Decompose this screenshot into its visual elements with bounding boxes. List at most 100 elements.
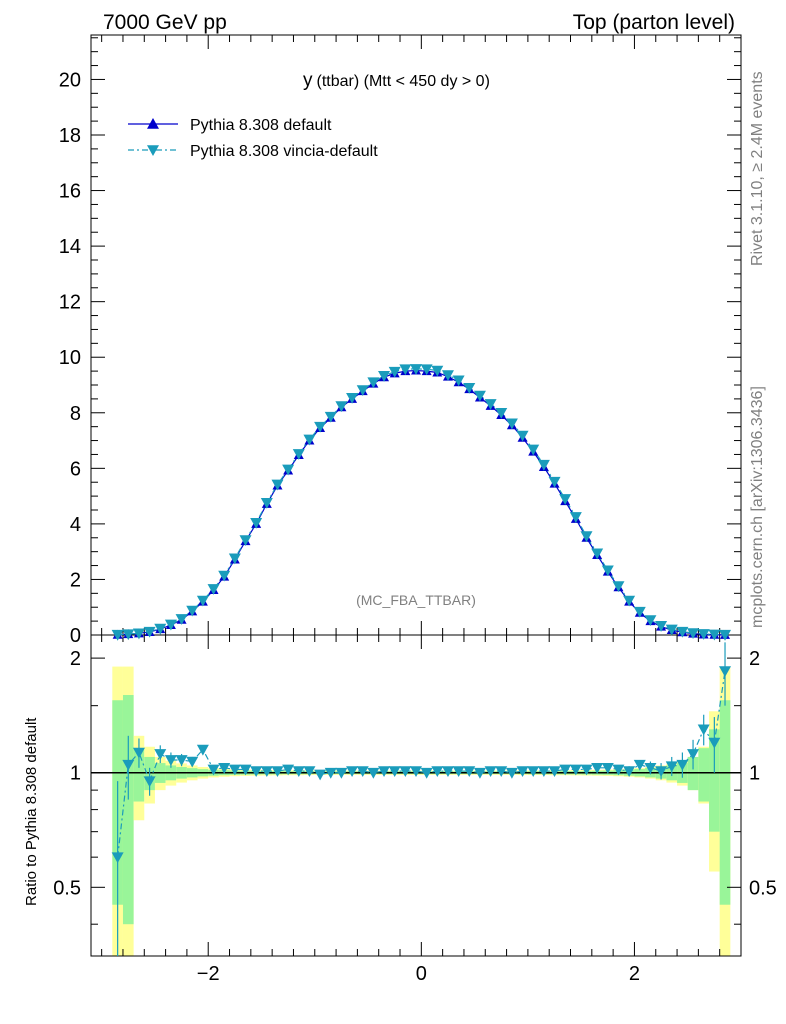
ratio-ytick-label: 1 (70, 763, 81, 785)
ratio-ytick-label: 2 (70, 648, 81, 670)
band-inner-bin (687, 756, 699, 791)
series-vincia-point (335, 401, 348, 413)
series-vincia-point (410, 364, 422, 375)
ratio-vincia-point (207, 764, 220, 776)
ratio-xtick-label: −2 (197, 963, 220, 985)
plot-title: y (ttbar) (Mtt < 450 dy > 0) (303, 70, 490, 91)
series-vincia-point (655, 621, 668, 632)
ratio-vincia-point (676, 759, 689, 771)
ratio-vincia-point (388, 766, 401, 778)
series-vincia-point (154, 623, 167, 635)
ratio-vincia-point (164, 755, 177, 766)
series-vincia-point (388, 366, 401, 378)
series-vincia-point (484, 399, 497, 410)
series-vincia-point (314, 421, 327, 433)
ratio-vincia-point (580, 764, 593, 776)
ratio-vincia-point (410, 766, 422, 778)
header-right: Top (parton level) (573, 11, 735, 34)
series-vincia-point (431, 365, 444, 377)
main-ytick-label: 20 (59, 69, 81, 91)
ratio-vincia-point (697, 724, 710, 736)
ratio-vincia-point (527, 766, 540, 778)
ratio-vincia-point (516, 766, 529, 778)
series-vincia-point (676, 626, 689, 638)
series-vincia-point (452, 375, 465, 387)
series-vincia-point (601, 565, 614, 577)
series-vincia-point (569, 512, 582, 523)
series-vincia-point (591, 548, 604, 560)
ratio-vincia-point (612, 764, 625, 776)
ratio-vincia-point (154, 749, 167, 760)
ratio-vincia-point (196, 744, 209, 756)
main-ytick-label: 0 (70, 625, 81, 647)
ratio-vincia-line (117, 670, 726, 858)
ratio-vincia-point (601, 763, 614, 774)
ratio-vincia-point (569, 764, 582, 776)
ratio-vincia-point (548, 766, 561, 778)
band-inner-bin (133, 748, 145, 802)
ratio-vincia-point (250, 766, 263, 778)
series-vincia-point (420, 364, 433, 376)
series-vincia-point (122, 629, 135, 641)
ratio-ytick-label: 2 (749, 648, 760, 670)
main-ytick-label: 8 (70, 403, 81, 425)
ratio-vincia-point (271, 766, 284, 778)
series-vincia-point (324, 411, 337, 423)
ratio-vincia-point (335, 767, 348, 779)
ratio-vincia-point (260, 766, 273, 778)
series-vincia-point (367, 377, 380, 389)
rivet-label: Rivet 3.1.10, ≥ 2.4M events (749, 71, 766, 266)
ratio-vincia-point (324, 767, 337, 779)
ratio-vincia-point (132, 747, 145, 759)
series-vincia-point (527, 444, 540, 456)
series-vincia-point (559, 494, 572, 505)
band-inner-bin (709, 729, 720, 832)
series-vincia-line (117, 368, 726, 636)
series-vincia-point (537, 459, 550, 471)
ratio-vincia-point (346, 766, 359, 778)
main-ytick-label: 12 (59, 292, 81, 314)
ratio-ytick-label: 0.5 (749, 877, 777, 899)
ratio-vincia-point (282, 764, 295, 776)
main-ytick-label: 4 (70, 514, 81, 536)
series-vincia-point (687, 628, 700, 640)
ratio-vincia-point (719, 666, 732, 677)
series-vincia-point (303, 434, 316, 446)
series-vincia-point (250, 517, 263, 529)
main-ytick-label: 18 (59, 125, 81, 147)
series-vincia-point (495, 407, 508, 419)
series-vincia-point (260, 497, 273, 509)
ratio-ytick-label: 0.5 (53, 877, 81, 899)
ratio-vincia-point (122, 759, 135, 771)
ratio-vincia-point (420, 767, 433, 779)
series-vincia-point (196, 595, 209, 607)
plot-title-main: y (303, 70, 313, 91)
main-ytick-label: 16 (59, 181, 81, 203)
ratio-vincia-point (218, 763, 231, 774)
mcplots-label: mcplots.cern.ch [arXiv:1306.3436] (749, 386, 766, 628)
ratio-vincia-point (314, 769, 327, 781)
ratio-vincia-point (175, 755, 188, 766)
series-vincia-point (463, 382, 476, 394)
ratio-vincia-point (399, 766, 412, 778)
ratio-vincia-point (228, 764, 241, 776)
series-vincia-point (505, 418, 518, 430)
ratio-vincia-point (143, 776, 156, 788)
ratio-ylabel: Ratio to Pythia 8.308 default (23, 717, 40, 906)
series-vincia-point (175, 614, 188, 625)
ratio-vincia-point (292, 766, 305, 778)
series-vincia-point (239, 535, 252, 546)
band-inner-bin (122, 694, 134, 925)
ratio-frame (90, 634, 742, 957)
series-vincia-point (719, 629, 732, 641)
ratio-vincia-point (356, 766, 369, 778)
series-vincia-point (516, 430, 529, 442)
series-vincia-point (218, 570, 231, 582)
ratio-vincia-point (644, 763, 657, 774)
ratio-vincia-point (303, 766, 316, 778)
series-vincia-point (548, 476, 561, 488)
band-inner-bin (698, 748, 710, 802)
ratio-vincia-point (708, 737, 721, 749)
ratio-vincia-point (687, 749, 700, 760)
